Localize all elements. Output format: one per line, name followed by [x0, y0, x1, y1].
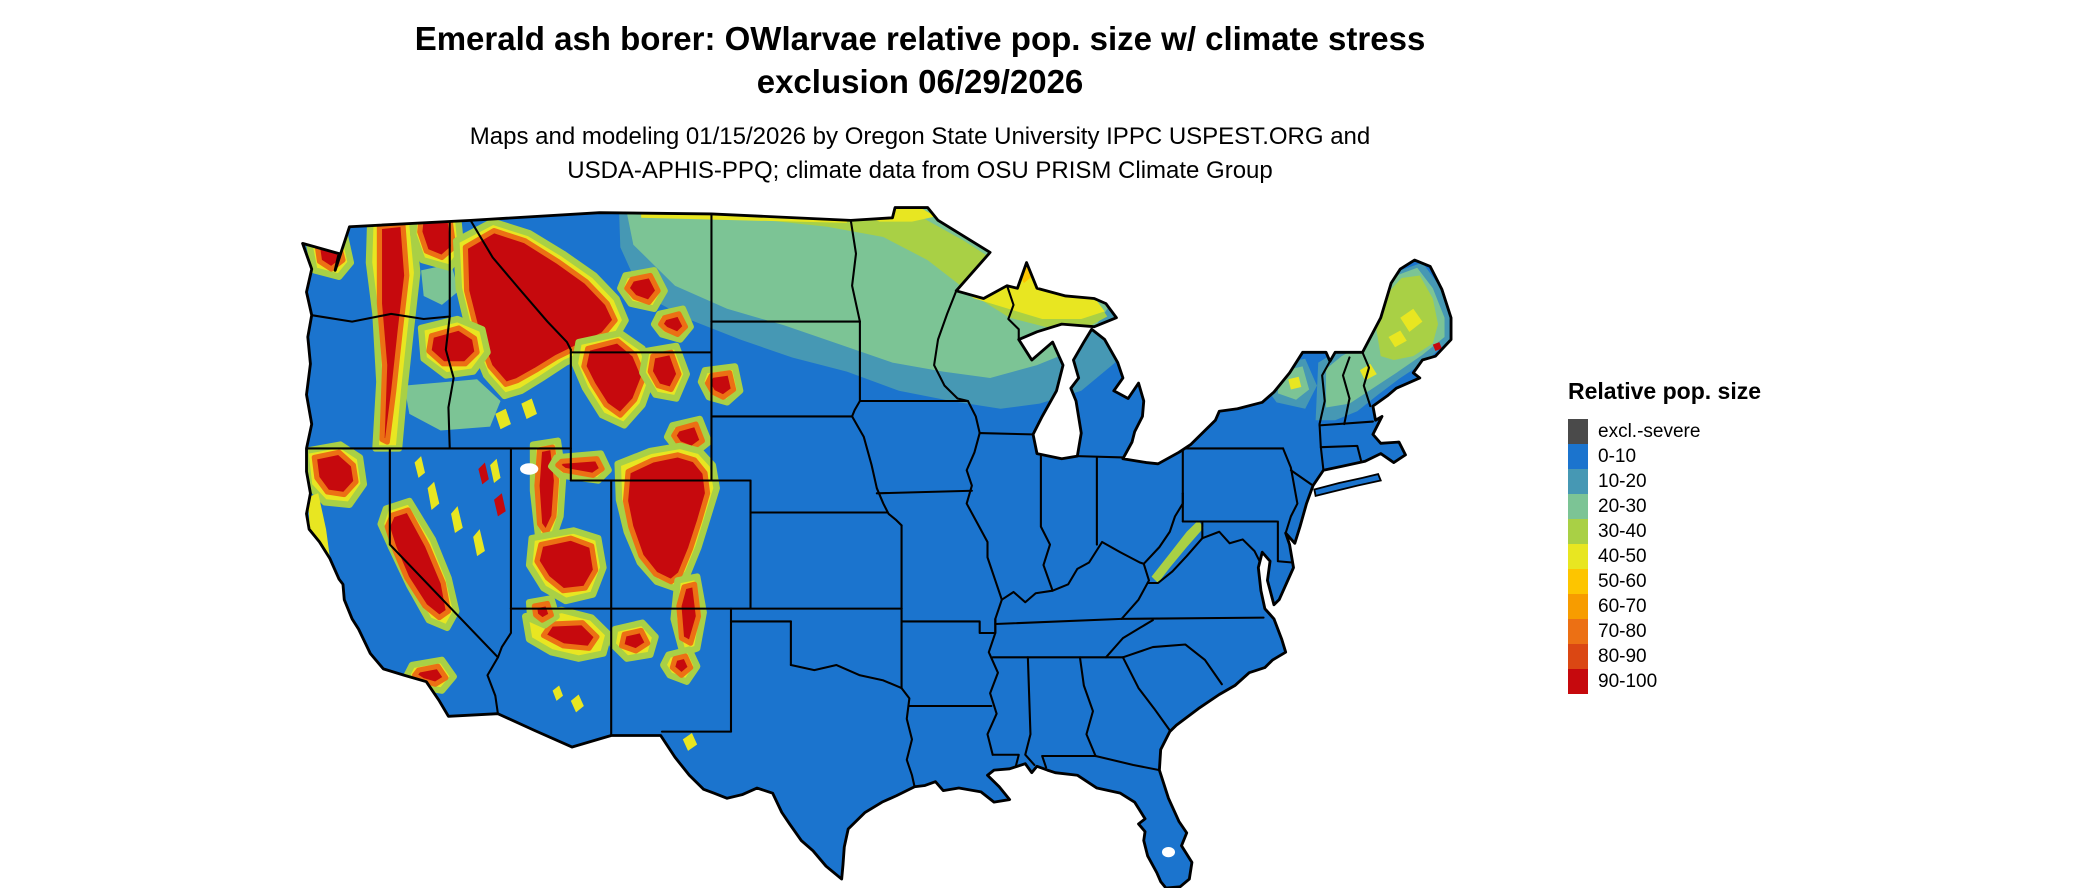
- title-line-2: exclusion 06/29/2026: [756, 62, 1084, 100]
- legend-swatch: [1568, 544, 1588, 569]
- legend-items: excl.-severe 0-10 10-20 20-30 30-40 40-50 50-6…: [1568, 419, 1761, 694]
- legend-label: 40-50: [1598, 546, 1647, 567]
- legend-swatch: [1568, 569, 1588, 594]
- legend-label: 60-70: [1598, 596, 1647, 617]
- legend-item: 30-40: [1568, 519, 1761, 544]
- legend-label: 0-10: [1598, 446, 1637, 467]
- legend-item: 0-10: [1568, 444, 1761, 469]
- title-line-1: Emerald ash borer: OWlarvae relative pop…: [414, 20, 1426, 57]
- legend-item: excl.-severe: [1568, 419, 1761, 444]
- legend-swatch: [1568, 644, 1588, 669]
- subtitle-line-2: USDA-APHIS-PPQ; climate data from OSU PR…: [567, 157, 1273, 185]
- us-choropleth-map: [300, 196, 1550, 888]
- legend-title: Relative pop. size: [1568, 378, 1762, 404]
- legend-swatch: [1568, 519, 1588, 544]
- subtitle-line-1: Maps and modeling 01/15/2026 by Oregon S…: [469, 123, 1371, 150]
- legend-swatch: [1568, 444, 1588, 469]
- legend-label: 80-90: [1598, 646, 1647, 667]
- legend-label: 10-20: [1598, 471, 1647, 492]
- legend-item: 90-100: [1568, 669, 1761, 694]
- us-map-svg: [301, 206, 1453, 888]
- legend-swatch: [1568, 419, 1588, 444]
- page-title: Emerald ash borer: OWlarvae relative pop…: [330, 18, 1510, 104]
- great-salt-lake: [520, 463, 539, 475]
- page-subtitle: Maps and modeling 01/15/2026 by Oregon S…: [420, 120, 1420, 188]
- map-legend: Relative pop. size excl.-severe 0-10 10-20…: [1568, 378, 1761, 694]
- legend-item: 50-60: [1568, 569, 1761, 594]
- legend-swatch: [1568, 594, 1588, 619]
- legend-item: 70-80: [1568, 619, 1761, 644]
- legend-label: 30-40: [1598, 521, 1647, 542]
- legend-item: 20-30: [1568, 494, 1761, 519]
- legend-label: 50-60: [1598, 571, 1647, 592]
- legend-label: 70-80: [1598, 621, 1647, 642]
- legend-swatch: [1568, 469, 1588, 494]
- legend-swatch: [1568, 494, 1588, 519]
- legend-label: 90-100: [1598, 671, 1658, 692]
- legend-label: excl.-severe: [1598, 421, 1701, 442]
- long-island: [1313, 473, 1382, 497]
- legend-swatch: [1568, 669, 1588, 694]
- legend-item: 40-50: [1568, 544, 1761, 569]
- lake-okeechobee: [1161, 846, 1175, 858]
- legend-swatch: [1568, 619, 1588, 644]
- legend-item: 60-70: [1568, 594, 1761, 619]
- legend-item: 10-20: [1568, 469, 1761, 494]
- legend-item: 80-90: [1568, 644, 1761, 669]
- state-borders: [305, 212, 1374, 788]
- legend-label: 20-30: [1598, 496, 1647, 517]
